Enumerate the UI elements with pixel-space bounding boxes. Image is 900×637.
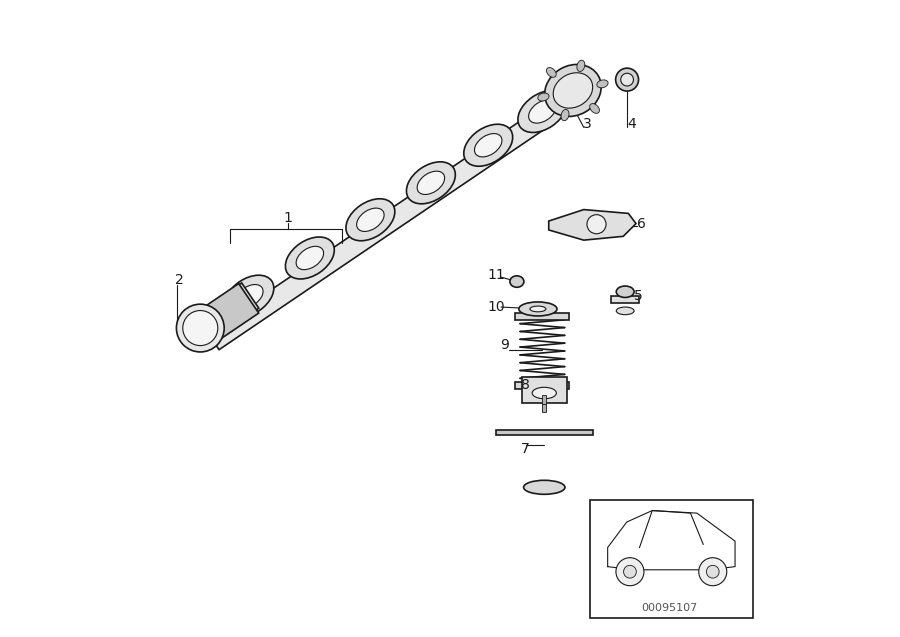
Text: 8: 8 (521, 378, 529, 392)
Text: 10: 10 (487, 300, 505, 314)
Polygon shape (543, 395, 546, 404)
Text: 7: 7 (521, 442, 529, 456)
Text: 00095107: 00095107 (642, 603, 698, 613)
Ellipse shape (538, 93, 549, 101)
Polygon shape (516, 382, 570, 389)
Circle shape (621, 73, 634, 86)
Ellipse shape (554, 73, 593, 108)
Ellipse shape (530, 306, 546, 312)
Ellipse shape (561, 110, 569, 120)
Polygon shape (522, 377, 567, 403)
Text: 6: 6 (636, 217, 645, 231)
Ellipse shape (183, 311, 218, 345)
Polygon shape (611, 296, 639, 303)
Text: 1: 1 (284, 211, 292, 225)
Ellipse shape (577, 61, 585, 71)
FancyBboxPatch shape (590, 500, 752, 618)
Ellipse shape (590, 104, 599, 113)
Circle shape (616, 558, 644, 586)
Circle shape (624, 566, 636, 578)
Ellipse shape (474, 134, 502, 157)
Ellipse shape (616, 307, 634, 315)
Ellipse shape (597, 80, 608, 88)
Text: 5: 5 (634, 289, 643, 303)
Ellipse shape (236, 285, 263, 308)
Ellipse shape (417, 171, 445, 194)
Ellipse shape (518, 302, 557, 316)
Ellipse shape (285, 237, 334, 279)
Polygon shape (496, 430, 593, 434)
Ellipse shape (518, 90, 567, 132)
Circle shape (587, 215, 606, 234)
Ellipse shape (528, 100, 556, 123)
Ellipse shape (616, 286, 634, 297)
Text: 9: 9 (500, 338, 508, 352)
Ellipse shape (546, 68, 556, 77)
Ellipse shape (524, 480, 565, 494)
Ellipse shape (532, 387, 556, 399)
Polygon shape (208, 90, 578, 350)
Text: 4: 4 (627, 117, 636, 131)
Polygon shape (543, 404, 546, 412)
Ellipse shape (176, 304, 224, 352)
Ellipse shape (407, 162, 455, 204)
Ellipse shape (544, 64, 601, 117)
Text: 3: 3 (582, 117, 591, 131)
Ellipse shape (296, 247, 324, 269)
Ellipse shape (225, 275, 274, 317)
Polygon shape (516, 313, 570, 320)
Polygon shape (202, 283, 258, 338)
Circle shape (698, 558, 727, 586)
Text: 2: 2 (175, 273, 184, 287)
Polygon shape (189, 283, 259, 344)
Text: 11: 11 (487, 268, 505, 282)
Ellipse shape (356, 208, 384, 231)
Ellipse shape (464, 124, 513, 166)
Circle shape (706, 566, 719, 578)
Circle shape (616, 68, 639, 91)
Ellipse shape (510, 276, 524, 287)
Ellipse shape (346, 199, 395, 241)
Polygon shape (549, 210, 636, 240)
